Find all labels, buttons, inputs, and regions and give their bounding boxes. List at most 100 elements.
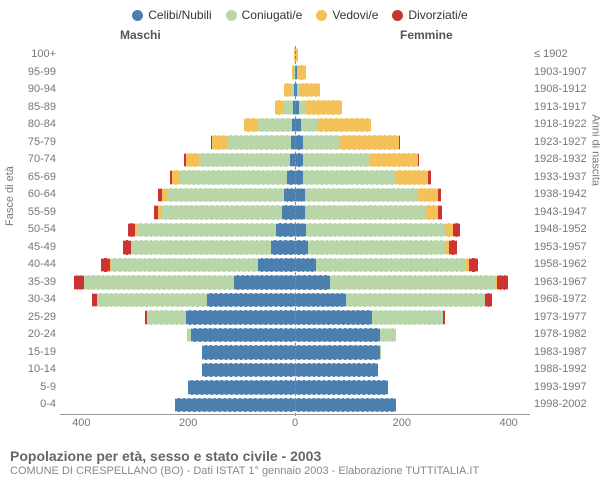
- segment-v: [172, 170, 180, 185]
- segment-c: [202, 345, 295, 360]
- age-row: 45-491953-1957: [0, 239, 600, 257]
- segment-co: [162, 205, 282, 220]
- legend-label: Divorziati/e: [408, 8, 467, 22]
- x-axis: 4002000200400: [60, 414, 530, 445]
- legend-item: Divorziati/e: [392, 8, 467, 22]
- population-pyramid: Maschi Femmine Fasce di età Anni di nasc…: [0, 26, 600, 446]
- bar-male: [188, 380, 295, 395]
- age-row: 75-791923-1927: [0, 134, 600, 152]
- segment-c: [276, 223, 295, 238]
- legend-swatch: [226, 10, 237, 21]
- segment-co: [305, 188, 417, 203]
- segment-d: [399, 135, 400, 150]
- age-row: 55-591943-1947: [0, 204, 600, 222]
- age-row: 85-891913-1917: [0, 99, 600, 117]
- bar-female: [295, 100, 342, 115]
- bar-female: [295, 345, 381, 360]
- segment-c: [295, 258, 316, 273]
- bar-male: [202, 345, 295, 360]
- segment-d: [74, 275, 84, 290]
- label-male: Maschi: [120, 28, 161, 42]
- bar-female: [295, 170, 431, 185]
- birth-year-label: 1993-1997: [534, 379, 596, 397]
- segment-v: [425, 205, 438, 220]
- segment-c: [271, 240, 295, 255]
- segment-d: [453, 223, 460, 238]
- bar-male: [244, 118, 295, 133]
- bar-male: [284, 83, 295, 98]
- segment-c: [295, 188, 305, 203]
- birth-year-label: 1968-1972: [534, 291, 596, 309]
- segment-c: [258, 258, 295, 273]
- segment-co: [147, 310, 185, 325]
- segment-co: [308, 240, 444, 255]
- age-label: 25-29: [0, 309, 56, 327]
- segment-co: [258, 118, 293, 133]
- bar-female: [295, 310, 445, 325]
- bar-female: [295, 83, 320, 98]
- segment-c: [202, 363, 295, 378]
- bar-female: [295, 380, 388, 395]
- bar-male: [158, 188, 295, 203]
- age-row: 35-391963-1967: [0, 274, 600, 292]
- bar-male: [170, 170, 295, 185]
- segment-d: [438, 188, 441, 203]
- birth-year-label: 1943-1947: [534, 204, 596, 222]
- segment-c: [295, 398, 396, 413]
- bar-male: [175, 398, 295, 413]
- segment-co: [380, 328, 396, 343]
- legend-label: Vedovi/e: [332, 8, 378, 22]
- age-row: 15-191983-1987: [0, 344, 600, 362]
- segment-co: [97, 293, 206, 308]
- legend-label: Coniugati/e: [242, 8, 303, 22]
- segment-v: [340, 135, 399, 150]
- legend-swatch: [316, 10, 327, 21]
- legend-label: Celibi/Nubili: [148, 8, 211, 22]
- segment-v: [186, 153, 199, 168]
- age-label: 20-24: [0, 326, 56, 344]
- age-row: 70-741928-1932: [0, 151, 600, 169]
- segment-c: [295, 363, 378, 378]
- bar-male: [74, 275, 295, 290]
- segment-v: [275, 100, 283, 115]
- birth-year-label: 1958-1962: [534, 256, 596, 274]
- segment-v: [445, 223, 453, 238]
- segment-co: [167, 188, 285, 203]
- segment-co: [303, 153, 370, 168]
- segment-c: [295, 223, 306, 238]
- age-label: 95-99: [0, 64, 56, 82]
- age-label: 10-14: [0, 361, 56, 379]
- age-label: 70-74: [0, 151, 56, 169]
- birth-year-label: 1988-1992: [534, 361, 596, 379]
- age-row: 10-14 1988-1992: [0, 361, 600, 379]
- age-row: 20-241978-1982: [0, 326, 600, 344]
- bar-male: [128, 223, 295, 238]
- segment-co: [316, 258, 466, 273]
- bar-male: [187, 328, 295, 343]
- bar-female: [295, 223, 460, 238]
- segment-c: [175, 398, 295, 413]
- x-tick: 0: [292, 417, 298, 429]
- birth-year-label: 1973-1977: [534, 309, 596, 327]
- segment-d: [101, 258, 110, 273]
- bar-male: [101, 258, 295, 273]
- segment-co: [84, 275, 234, 290]
- segment-c: [295, 275, 330, 290]
- segment-d: [449, 240, 457, 255]
- birth-year-label: 1948-1952: [534, 221, 596, 239]
- segment-v: [417, 188, 438, 203]
- age-row: 50-541948-1952: [0, 221, 600, 239]
- center-axis: [295, 46, 296, 416]
- birth-year-label: 1933-1937: [534, 169, 596, 187]
- segment-c: [287, 170, 295, 185]
- age-label: 90-94: [0, 81, 56, 99]
- age-label: 15-19: [0, 344, 56, 362]
- segment-v: [370, 153, 418, 168]
- segment-co: [283, 100, 294, 115]
- segment-c: [295, 293, 346, 308]
- age-label: 60-64: [0, 186, 56, 204]
- age-label: 100+: [0, 46, 56, 64]
- age-row: 95-991903-1907: [0, 64, 600, 82]
- segment-d: [443, 310, 445, 325]
- segment-d: [418, 153, 420, 168]
